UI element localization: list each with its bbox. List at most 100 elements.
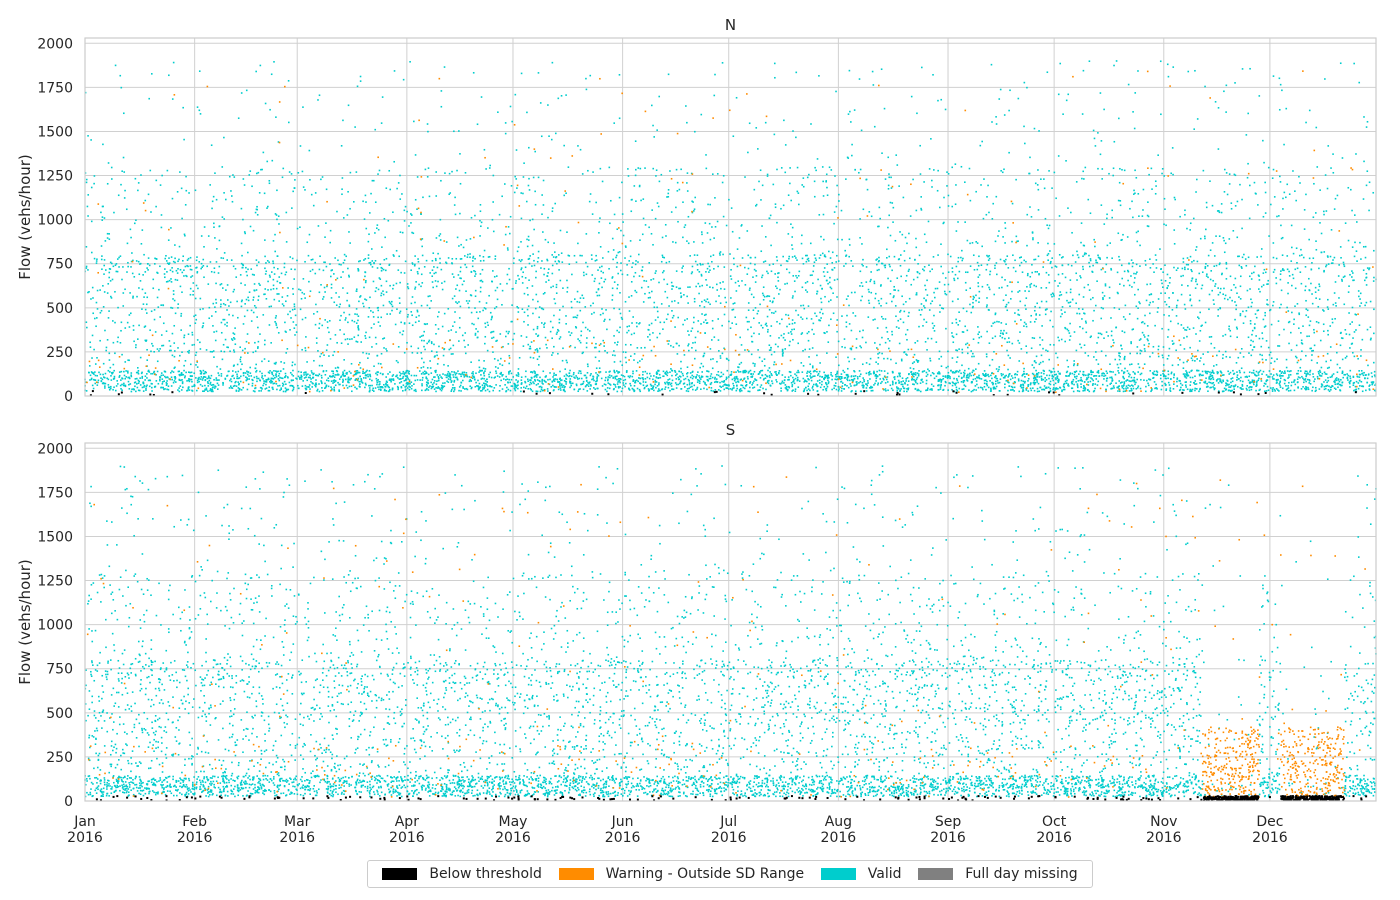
point-valid (611, 299, 613, 301)
point-valid (1033, 367, 1035, 369)
point-valid (94, 175, 96, 177)
point-valid (630, 256, 632, 258)
point-valid (450, 329, 452, 331)
point-valid (1360, 293, 1362, 295)
point-valid (496, 306, 498, 308)
point-valid (155, 331, 157, 333)
point-valid (477, 331, 479, 333)
point-valid (1326, 264, 1328, 266)
point-valid (310, 378, 312, 380)
point-valid (764, 358, 766, 360)
point-valid (955, 163, 957, 165)
point-valid (1297, 381, 1299, 383)
point-valid (195, 298, 197, 300)
point-valid (365, 258, 367, 260)
point-valid (920, 196, 922, 198)
point-valid (520, 269, 522, 271)
point-valid (1225, 295, 1227, 297)
point-valid (450, 381, 452, 383)
point-valid (231, 381, 233, 383)
point-valid (784, 348, 786, 350)
point-valid (580, 149, 582, 151)
point-valid (1186, 329, 1188, 331)
point-valid (378, 229, 380, 231)
point-valid (1153, 346, 1155, 348)
point-valid (497, 375, 499, 377)
point-valid (554, 251, 556, 253)
point-valid (1202, 371, 1204, 373)
point-valid (1341, 372, 1343, 374)
point-valid (1366, 170, 1368, 172)
point-valid (363, 259, 365, 261)
point-valid (682, 265, 684, 267)
point-valid (961, 349, 963, 351)
point-valid (406, 308, 408, 310)
point-valid (1129, 364, 1131, 366)
point-valid (958, 348, 960, 350)
point-valid (355, 379, 357, 381)
point-valid (382, 290, 384, 292)
point-valid (275, 213, 277, 215)
point-valid (1296, 247, 1298, 249)
point-valid (605, 279, 607, 281)
point-valid (838, 260, 840, 262)
point-valid (957, 278, 959, 280)
point-valid (678, 384, 680, 386)
point-valid (975, 385, 977, 387)
point-valid (570, 385, 572, 387)
point-valid (836, 331, 838, 333)
point-valid (1172, 364, 1174, 366)
point-valid (181, 313, 183, 315)
point-valid (613, 383, 615, 385)
point-valid (1029, 284, 1031, 286)
point-valid (539, 381, 541, 383)
point-valid (1202, 285, 1204, 287)
point-valid (794, 383, 796, 385)
point-valid (916, 294, 918, 296)
point-valid (1031, 272, 1033, 274)
point-valid (262, 378, 264, 380)
point-valid (823, 332, 825, 334)
point-valid (524, 311, 526, 313)
point-valid (749, 382, 751, 384)
point-valid (638, 377, 640, 379)
point-valid (892, 221, 894, 223)
point-valid (408, 225, 410, 227)
point-valid (218, 379, 220, 381)
point-valid (1199, 382, 1201, 384)
point-valid (290, 372, 292, 374)
point-valid (1346, 356, 1348, 358)
point-valid (1046, 272, 1048, 274)
point-valid (1060, 316, 1062, 318)
point-valid (534, 151, 536, 153)
point-valid (952, 385, 954, 387)
point-valid (982, 389, 984, 391)
point-valid (1342, 377, 1344, 379)
point-valid (165, 255, 167, 257)
point-valid (1161, 381, 1163, 383)
point-valid (642, 198, 644, 200)
point-valid (179, 171, 181, 173)
point-valid (636, 292, 638, 294)
point-valid (716, 374, 718, 376)
point-valid (311, 372, 313, 374)
point-valid (170, 372, 172, 374)
point-valid (1292, 274, 1294, 276)
point-valid (380, 295, 382, 297)
point-valid (964, 370, 966, 372)
point-valid (254, 283, 256, 285)
point-valid (1097, 255, 1099, 257)
point-valid (1010, 379, 1012, 381)
point-valid (1301, 350, 1303, 352)
point-valid (979, 291, 981, 293)
point-valid (1179, 216, 1181, 218)
point-valid (1333, 304, 1335, 306)
point-valid (120, 388, 122, 390)
point-valid (1008, 355, 1010, 357)
point-valid (1258, 374, 1260, 376)
point-valid (1222, 354, 1224, 356)
point-valid (1333, 373, 1335, 375)
point-valid (613, 335, 615, 337)
point-valid (369, 385, 371, 387)
point-valid (587, 329, 589, 331)
